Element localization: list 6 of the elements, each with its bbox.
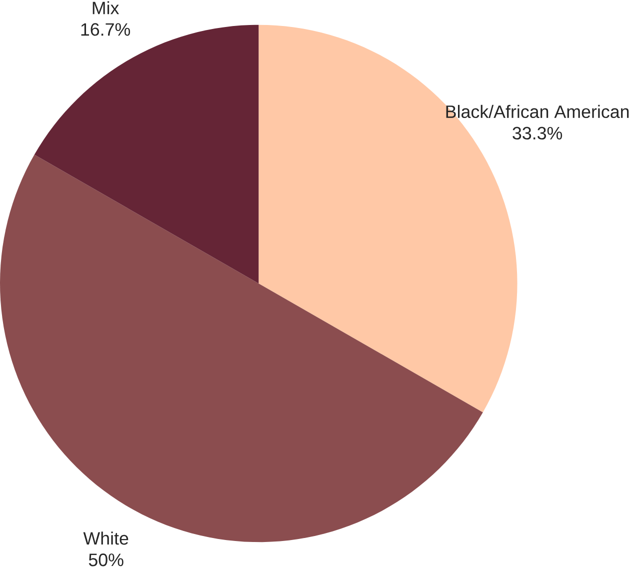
data-label: 33.3% (512, 126, 562, 140)
slice-label: Black/African American (446, 104, 629, 118)
slice-label: Mix (92, 1, 120, 14)
data-label: 50% (88, 553, 124, 566)
slice-label: White (83, 531, 128, 545)
data-label: 16.7% (81, 22, 130, 36)
